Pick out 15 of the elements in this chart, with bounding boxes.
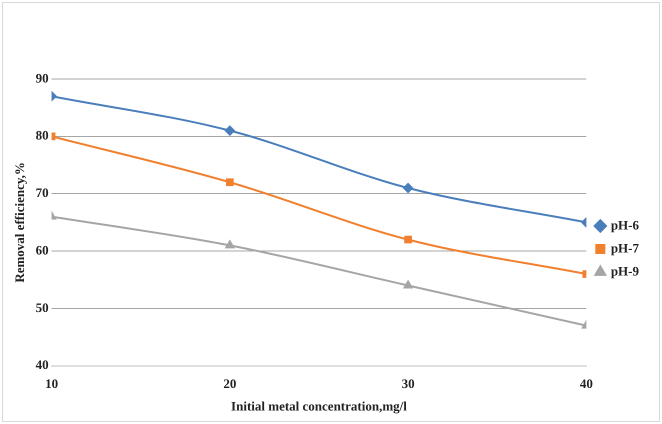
y-axis-title: Removal efficiency,%	[12, 162, 28, 283]
x-tick-label: 40	[580, 376, 593, 391]
x-tick-label: 20	[223, 376, 236, 391]
x-tick-label: 10	[45, 376, 58, 391]
legend-label: pH-9	[610, 263, 640, 278]
y-tick-label: 90	[36, 70, 49, 86]
y-tick-label: 40	[36, 357, 49, 372]
x-tick-label: 30	[402, 376, 415, 391]
y-tick-label: 80	[36, 128, 49, 143]
legend-label: pH-7	[610, 240, 640, 256]
y-tick-label: 50	[36, 300, 49, 315]
legend-label: pH-6	[610, 217, 640, 232]
y-tick-label: 70	[36, 185, 49, 200]
y-tick-label: 60	[36, 242, 49, 258]
x-axis-title: Initial metal concentration,mg/l	[231, 398, 408, 414]
